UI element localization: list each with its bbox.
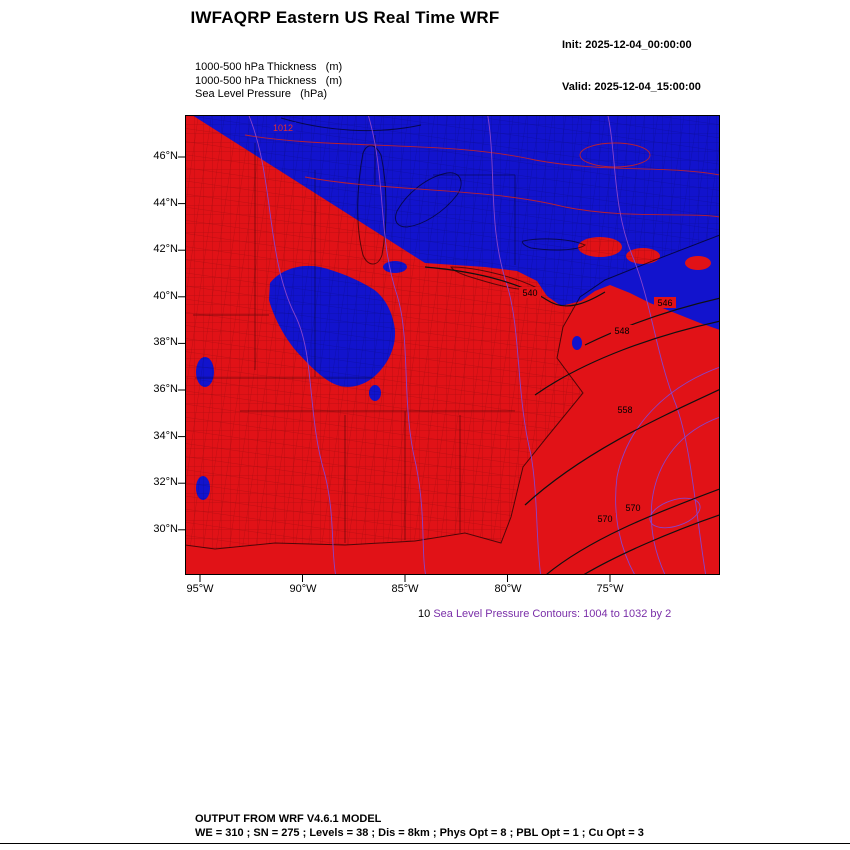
legend-slp: Sea Level Pressure (hPa) xyxy=(195,88,328,100)
lon-label-75w: 75°W xyxy=(596,583,624,595)
model-config-line: WE = 310 ; SN = 275 ; Levels = 38 ; Dis … xyxy=(195,827,644,839)
lat-label-36n: 36°N xyxy=(153,383,178,395)
coastline xyxy=(185,234,720,550)
thickness-label-548: 548 xyxy=(614,326,629,336)
contour-labels: 1012 540 546 548 558 570 570 xyxy=(270,122,676,524)
lat-label-38n: 38°N xyxy=(153,336,178,348)
lat-label-40n: 40°N xyxy=(153,290,178,302)
field-legend: 1000-500 hPa Thickness (m) 1000-500 hPa … xyxy=(195,61,342,102)
lat-label-44n: 44°N xyxy=(153,197,178,209)
lake-superior xyxy=(280,117,422,132)
lat-label-46n: 46°N xyxy=(153,150,178,162)
caption-prefix: 10 xyxy=(418,608,431,620)
model-info-footer: OUTPUT FROM WRF V4.6.1 MODEL WE = 310 ; … xyxy=(195,812,644,840)
plot-title: IWFAQRP Eastern US Real Time WRF xyxy=(190,8,500,27)
slp-label-1012: 1012 xyxy=(273,123,293,133)
legend-thickness-1: 1000-500 hPa Thickness (m) xyxy=(195,61,343,73)
lon-label-80w: 80°W xyxy=(494,583,522,595)
thickness-label-558: 558 xyxy=(617,405,632,415)
valid-timestamp: Valid: 2025-12-04_15:00:00 xyxy=(562,81,701,93)
map-frame xyxy=(185,115,720,575)
thickness-label-570a: 570 xyxy=(597,514,612,524)
lake-huron xyxy=(394,172,462,228)
cold-patch xyxy=(572,336,582,350)
lat-label-34n: 34°N xyxy=(153,430,178,442)
lake-michigan xyxy=(357,145,387,265)
state-borders xyxy=(193,135,516,543)
caption-slp-text: Sea Level Pressure Contours: 1004 to 103… xyxy=(433,608,672,620)
lon-label-85w: 85°W xyxy=(391,583,419,595)
thickness-label-570b: 570 xyxy=(625,503,640,513)
slp-contour-caption: 10 Sea Level Pressure Contours: 1004 to … xyxy=(418,608,671,620)
thickness-contours-cold xyxy=(244,134,720,218)
warm-patch xyxy=(685,256,711,270)
thickness-label-546: 546 xyxy=(657,298,672,308)
lon-label-90w: 90°W xyxy=(289,583,317,595)
axis-ticks xyxy=(178,156,611,582)
map-field: 1012 540 546 548 558 570 570 xyxy=(185,115,720,575)
bottom-divider xyxy=(0,843,850,844)
run-timestamps: Init: 2025-12-04_00:00:00 Valid: 2025-12… xyxy=(562,10,701,122)
lat-label-42n: 42°N xyxy=(153,243,178,255)
thickness-contours-warm xyxy=(424,266,720,575)
model-version-line: OUTPUT FROM WRF V4.6.1 MODEL xyxy=(195,813,382,825)
map-canvas: 1012 540 546 548 558 570 570 xyxy=(178,115,720,582)
great-lakes-outlines xyxy=(280,117,586,290)
slp-contours xyxy=(248,115,720,575)
lat-label-30n: 30°N xyxy=(153,523,178,535)
lat-label-32n: 32°N xyxy=(153,476,178,488)
thickness-label-540: 540 xyxy=(522,288,537,298)
legend-thickness-2: 1000-500 hPa Thickness (m) xyxy=(195,74,343,87)
lon-label-95w: 95°W xyxy=(186,583,214,595)
lake-ontario xyxy=(522,238,586,251)
init-timestamp: Init: 2025-12-04_00:00:00 xyxy=(562,39,692,51)
